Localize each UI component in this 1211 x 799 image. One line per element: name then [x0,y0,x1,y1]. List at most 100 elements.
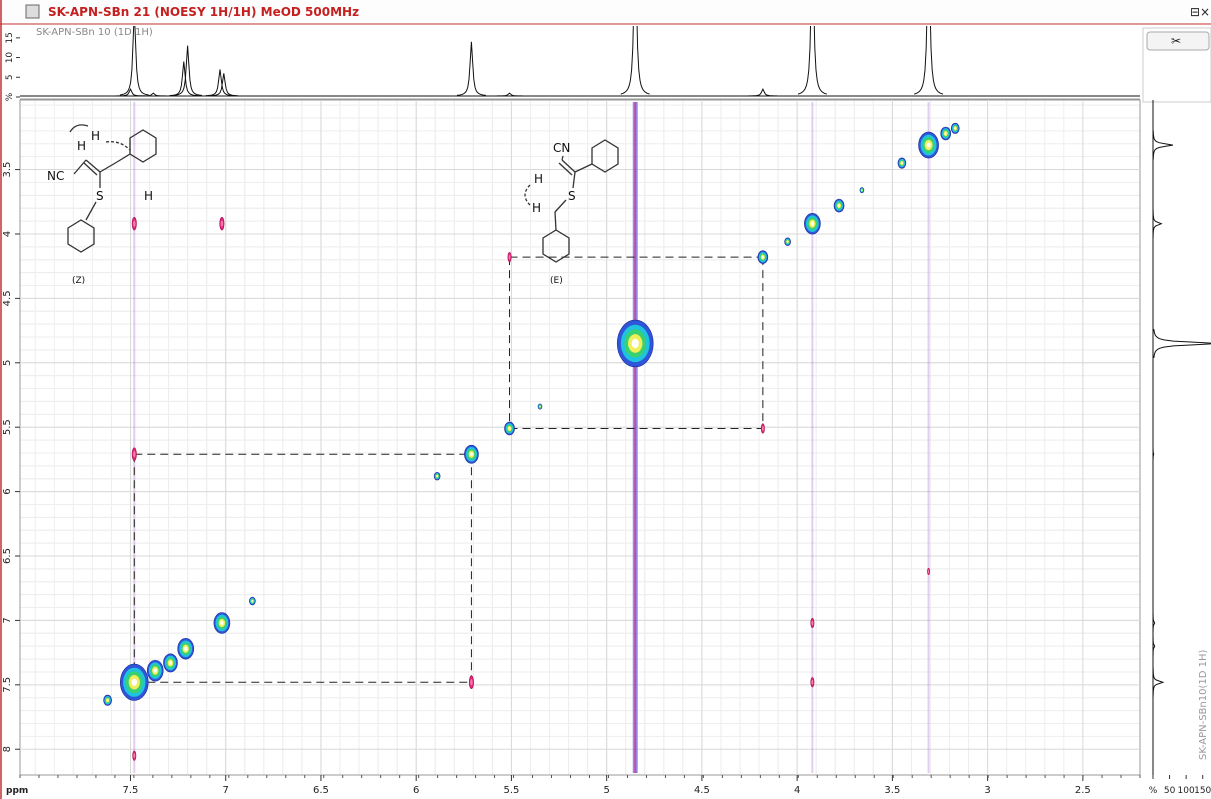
cross-peak [133,753,136,759]
trace-peak [1152,439,1155,469]
bond [116,153,131,163]
atom-label: H [77,139,86,153]
window-icon[interactable] [25,4,40,19]
trace-peak [1152,130,1173,160]
cross-peak [811,679,814,685]
window-controls[interactable]: ⊟× [1190,5,1210,19]
x-tick-label: 5 [603,785,609,796]
x-tick-label: 4 [794,785,800,796]
y-tick-label: 10 [5,52,15,64]
trace-peak [1153,329,1211,358]
arrow [69,124,89,133]
y-tick-label: % [5,92,15,101]
diagonal-peak [220,620,224,626]
cross-peak [470,679,473,686]
diagonal-peak [184,646,188,651]
trace-peak [209,73,239,97]
diagonal-peak [169,661,172,665]
ring [542,229,570,263]
cross-peak [133,451,136,458]
atom-label: S [96,189,104,203]
x-tick-label: 3.5 [884,785,900,796]
x-tick-label: % [1149,786,1158,796]
t1-streak [811,102,814,773]
arrow [524,184,531,206]
y-tick-label: 6.5 [2,548,13,564]
y-tick-label: 5 [5,74,15,80]
structure-label: (Z) [72,276,85,286]
y-tick-label: 8 [2,746,13,752]
diagonal-peak [810,221,814,226]
cross-peak [927,569,930,574]
trace-label: SK-APN-SBn10(1D 1H) [1198,650,1209,760]
y-tick-label: 15 [5,32,15,43]
cut-icon: ✂ [1171,34,1181,48]
diagonal-peak [251,600,253,602]
x-tick-label: 5.5 [503,785,519,796]
bond [561,155,564,161]
cross-peak [761,426,764,431]
plot-frame [19,99,1141,776]
trace-peak [797,26,827,95]
bond [554,199,567,213]
x-tick-label: 3 [984,785,990,796]
x-tick-label: 2.5 [1075,785,1091,796]
trace-peak [119,26,149,96]
diagonal-peak [861,189,863,191]
y-tick-label: 7.5 [2,677,13,693]
x-tick-label: 6 [413,785,419,796]
bond [99,161,118,173]
trace-peak [138,92,168,97]
y-tick-label: 4.5 [2,290,13,306]
bond [73,159,87,175]
diagonal-peak [508,427,511,430]
bond [554,211,557,231]
t1-streak [927,102,930,773]
diagonal-peak [761,255,764,259]
x-axis-label: ppm [6,786,28,796]
trace-peak [173,45,203,96]
trace-peak [456,41,486,96]
y-tick-label: 5 [2,360,13,366]
cut-button[interactable] [1146,31,1210,51]
trace-peak [495,92,524,97]
t1-streak [133,102,136,773]
bond [558,162,573,176]
structure-label: (E) [550,276,563,286]
atom-label: S [568,189,576,203]
diagonal-peak [131,678,138,686]
bond [572,171,576,189]
x-tick-label: 50 [1164,786,1176,796]
bond [83,162,98,176]
diagonal-peak [470,452,473,457]
atom-label: H [534,172,543,186]
trace-peak [1152,667,1165,697]
atom-label: NC [47,169,64,183]
z-structure: NC H H H S (Z) [47,124,157,286]
x-tick-label: 150 [1194,786,1211,796]
trace-peak [620,26,650,95]
bond [85,159,101,173]
bond [574,163,593,173]
e-structure: CN H H S (E) [524,139,619,286]
cross-peak [220,220,224,227]
atom-label: H [532,201,541,215]
t1-streak [634,102,637,773]
ring [67,219,95,253]
x-tick-label: 4.5 [694,785,710,796]
diagonal-peak [631,338,639,349]
cross-peak [508,254,511,260]
arrow [105,141,131,151]
trace-label: SK-APN-SBn 10 (1D 1H) [36,27,153,38]
x-tick-label: 100 [1178,786,1195,796]
y-tick-label: 5.5 [2,419,13,435]
diagonal-peak [954,127,957,130]
cross-peak [133,220,136,227]
trace-peak [914,26,944,95]
cross-peak [811,620,814,626]
diagonal-peak [106,699,109,702]
y-tick-label: 4 [2,231,13,237]
x-tick-label: 6.5 [313,785,329,796]
